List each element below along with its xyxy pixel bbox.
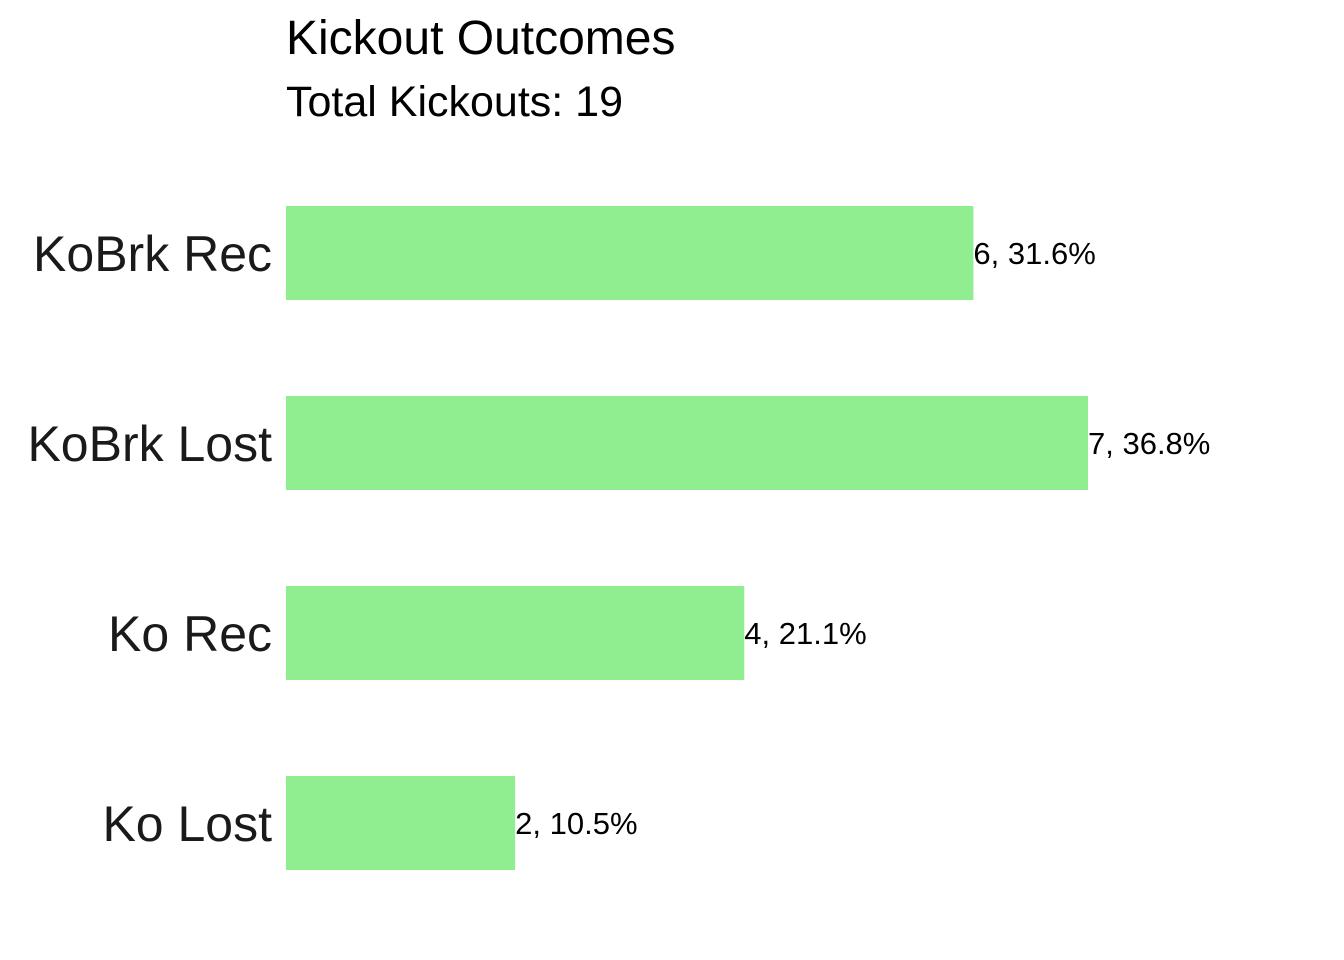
data-label: 2, 10.5% [515, 806, 637, 841]
bar-kobrk-lost [286, 396, 1088, 490]
bars-group [286, 206, 1088, 870]
bar-ko-lost [286, 776, 516, 870]
chart-subtitle: Total Kickouts: 19 [286, 78, 623, 126]
category-label: KoBrk Rec [33, 226, 272, 282]
category-label: Ko Lost [102, 796, 272, 852]
chart-title: Kickout Outcomes [286, 12, 675, 65]
bar-ko-rec [286, 586, 745, 680]
category-label: Ko Rec [108, 606, 272, 662]
data-label: 4, 21.1% [744, 616, 866, 651]
category-labels-group: KoBrk Rec KoBrk Lost Ko Rec Ko Lost [27, 226, 272, 852]
category-label: KoBrk Lost [27, 416, 272, 472]
bar-kobrk-rec [286, 206, 974, 300]
data-label: 6, 31.6% [973, 236, 1095, 271]
data-labels-group: 6, 31.6% 7, 36.8% 4, 21.1% 2, 10.5% [515, 236, 1210, 841]
data-label: 7, 36.8% [1088, 426, 1210, 461]
